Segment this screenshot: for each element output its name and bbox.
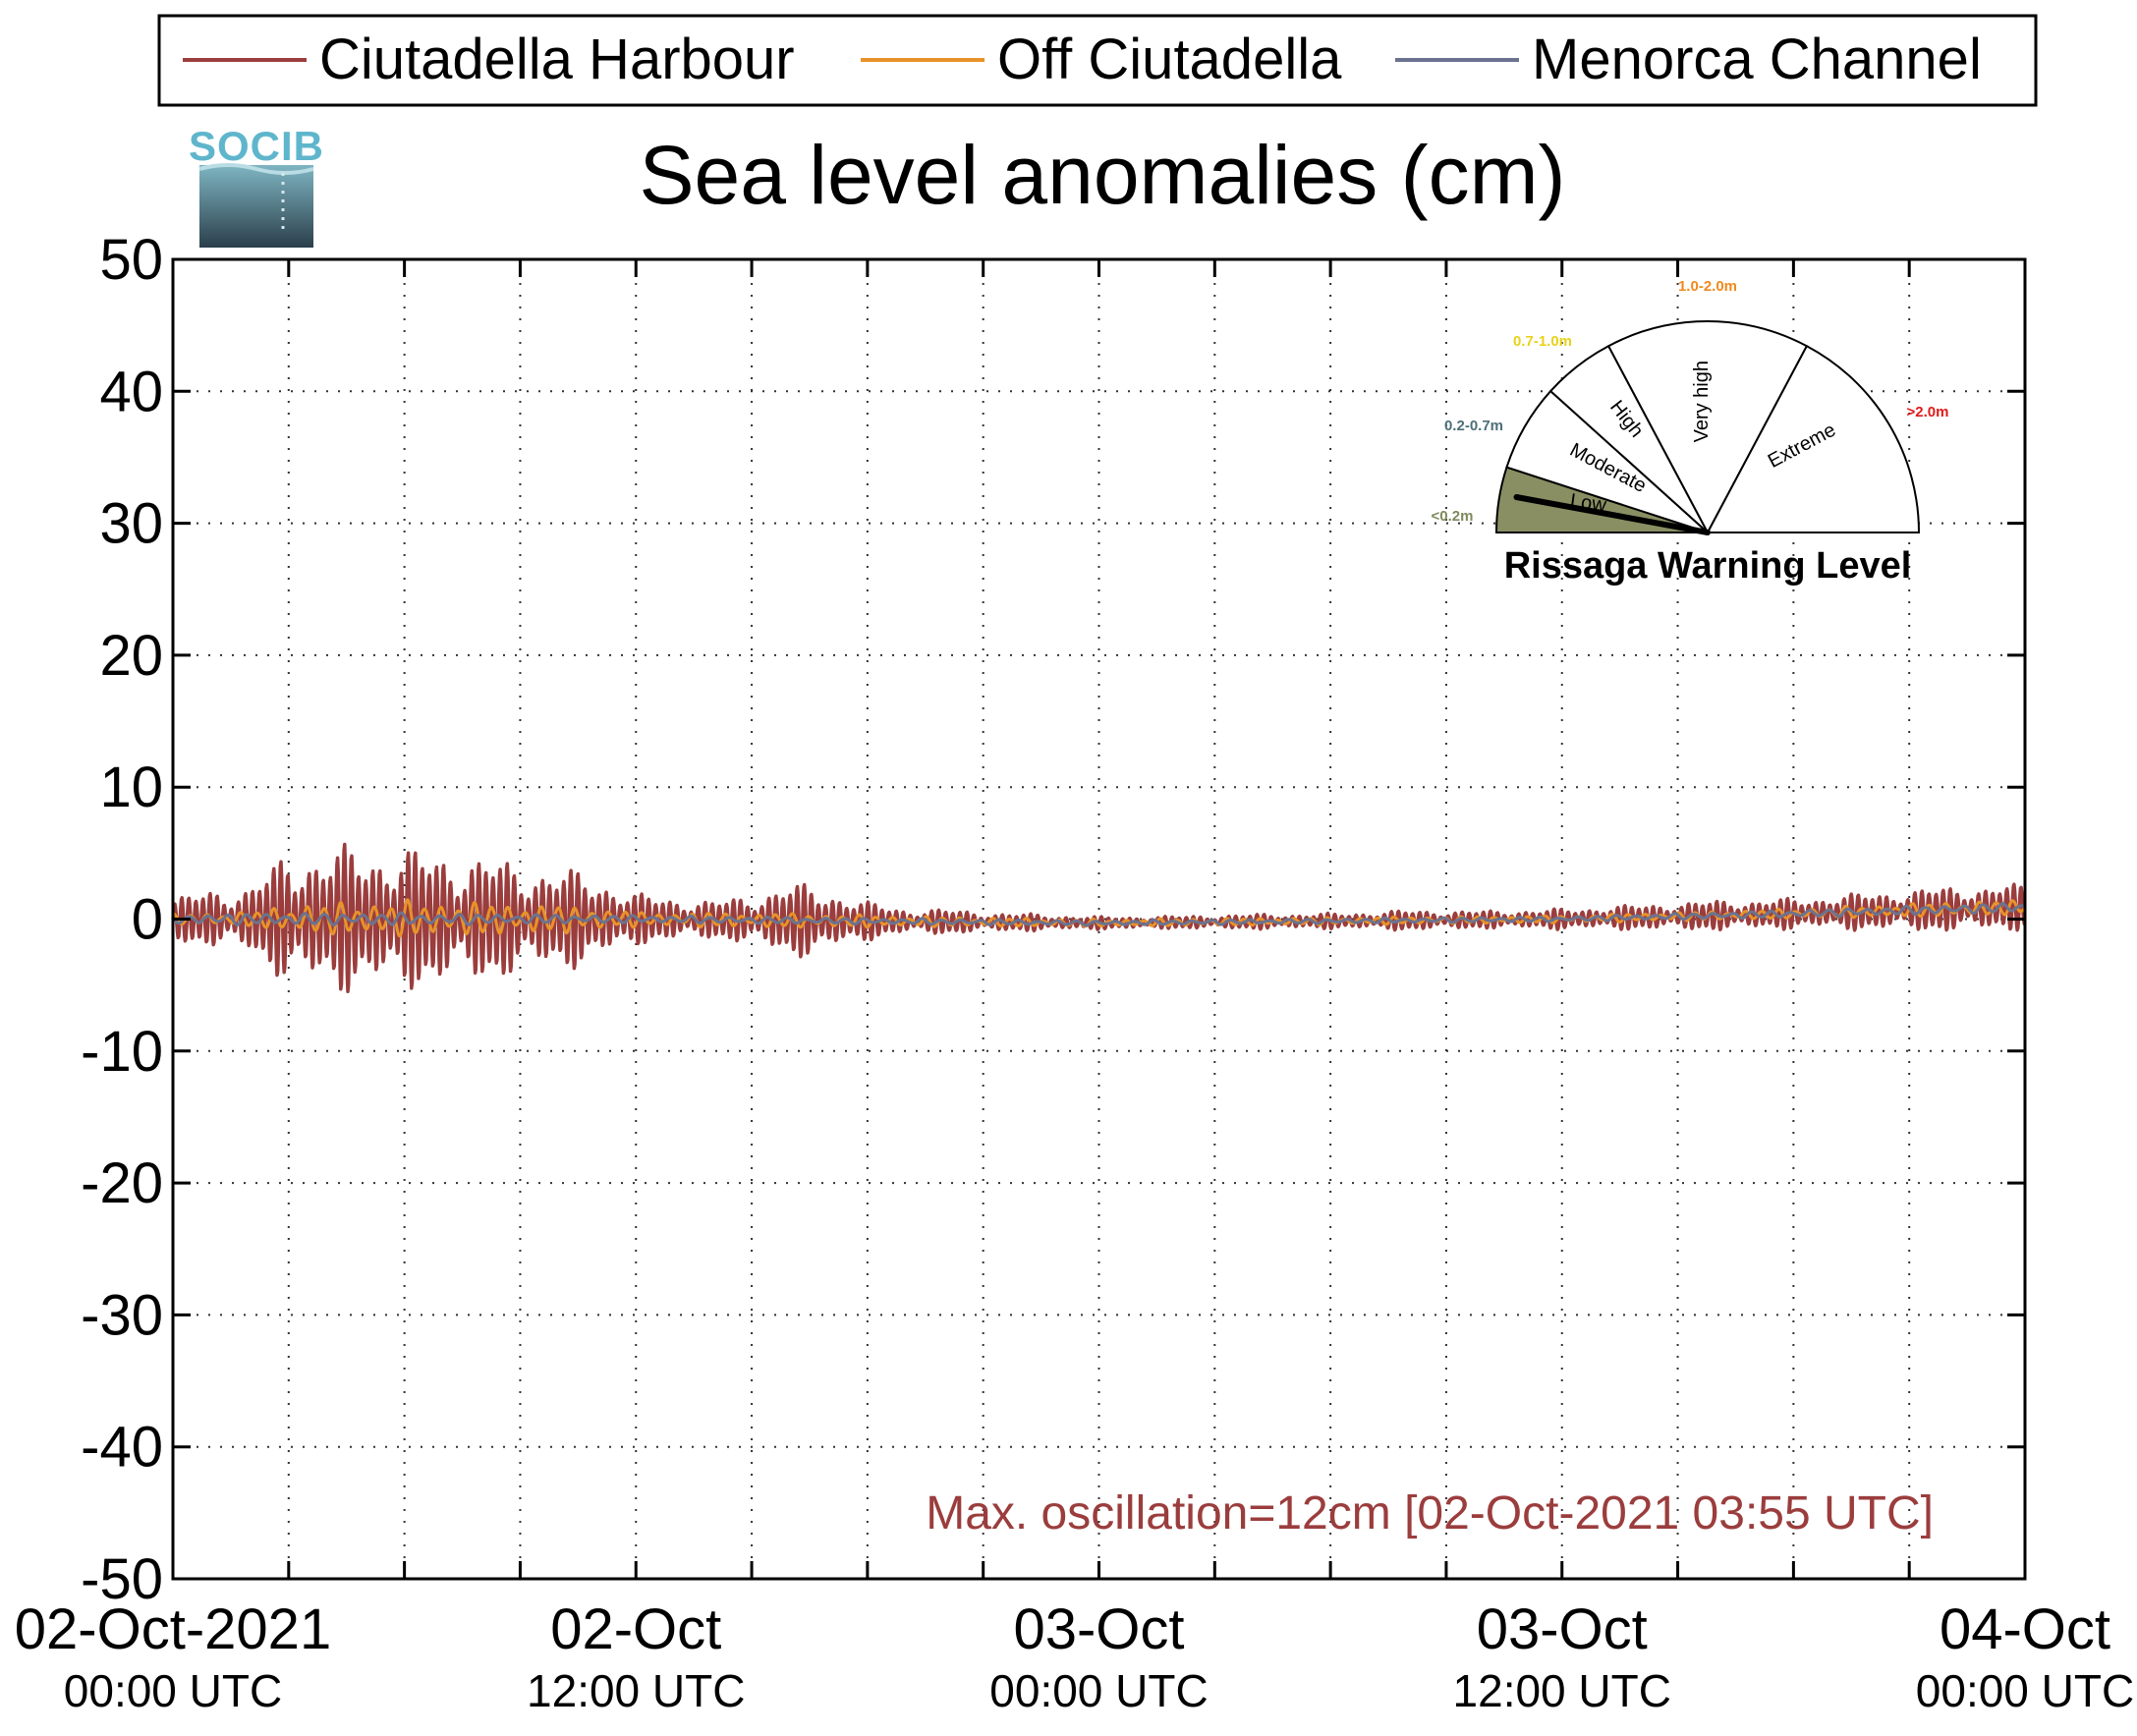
y-tick-label: -50 (81, 1547, 163, 1611)
y-tick-label: 10 (99, 756, 163, 819)
gauge-range-low: <0.2m (1432, 508, 1474, 525)
socib-logo-text: SOCIB (189, 123, 324, 169)
socib-logo-wave (198, 163, 314, 175)
legend-label-ciutadella-harbour: Ciutadella Harbour (319, 28, 795, 91)
gauge-range-extreme: >2.0m (1907, 404, 1949, 420)
gauge-range-moderate: 0.2-0.7m (1444, 418, 1503, 434)
gauge-title: Rissaga Warning Level (1504, 545, 1912, 587)
x-tick-label-date: 03-Oct (1013, 1597, 1184, 1661)
x-tick-label-time: 00:00 UTC (989, 1665, 1208, 1716)
socib-logo-block (199, 165, 313, 248)
gauge-range-high: 0.7-1.0m (1513, 333, 1572, 350)
gauge-sector-extreme (1706, 344, 1921, 533)
series (171, 842, 2027, 993)
x-tick-label-time: 00:00 UTC (1916, 1665, 2134, 1716)
gauge-label-very-high: Very high (1691, 361, 1713, 442)
gauge-needle (1513, 494, 1711, 535)
y-tick-label: 40 (99, 360, 163, 423)
max-oscillation-annotation: Max. oscillation=12cm [02-Oct-2021 03:55… (926, 1487, 1934, 1540)
y-axis: 50 40 30 20 10 0 -10 -20 -30 -40 -50 (81, 228, 2025, 1611)
legend-label-off-ciutadella: Off Ciutadella (997, 28, 1342, 91)
legend: Ciutadella Harbour Off Ciutadella Menorc… (157, 14, 2038, 107)
y-tick-label: 30 (99, 492, 163, 556)
y-tick-label: -10 (81, 1020, 163, 1084)
y-tick-label: 20 (99, 624, 163, 688)
x-tick-label-time: 12:00 UTC (527, 1665, 745, 1716)
x-tick-label-date: 03-Oct (1477, 1597, 1648, 1661)
y-tick-label: 50 (99, 228, 163, 292)
y-tick-label: -20 (81, 1151, 163, 1215)
x-tick-label-date: 04-Oct (1940, 1597, 2110, 1661)
series-menorca-channel (171, 902, 2026, 927)
x-tick-label-time: 12:00 UTC (1453, 1665, 1671, 1716)
y-tick-label: -30 (81, 1283, 163, 1347)
x-tick-label-date: 02-Oct (550, 1597, 721, 1661)
chart-title: Sea level anomalies (cm) (639, 129, 1565, 221)
socib-logo: SOCIB (189, 123, 324, 248)
x-tick-label-time: 00:00 UTC (64, 1665, 282, 1716)
gauge-range-very-high: 1.0-2.0m (1678, 278, 1737, 295)
gauge-sector-very-high (1606, 320, 1809, 535)
legend-box (157, 14, 2038, 107)
y-tick-label: -40 (81, 1416, 163, 1480)
y-tick-label: 0 (132, 888, 163, 952)
legend-label-menorca-channel: Menorca Channel (1532, 28, 1982, 91)
x-tick-label-date: 02-Oct-2021 (15, 1597, 331, 1661)
